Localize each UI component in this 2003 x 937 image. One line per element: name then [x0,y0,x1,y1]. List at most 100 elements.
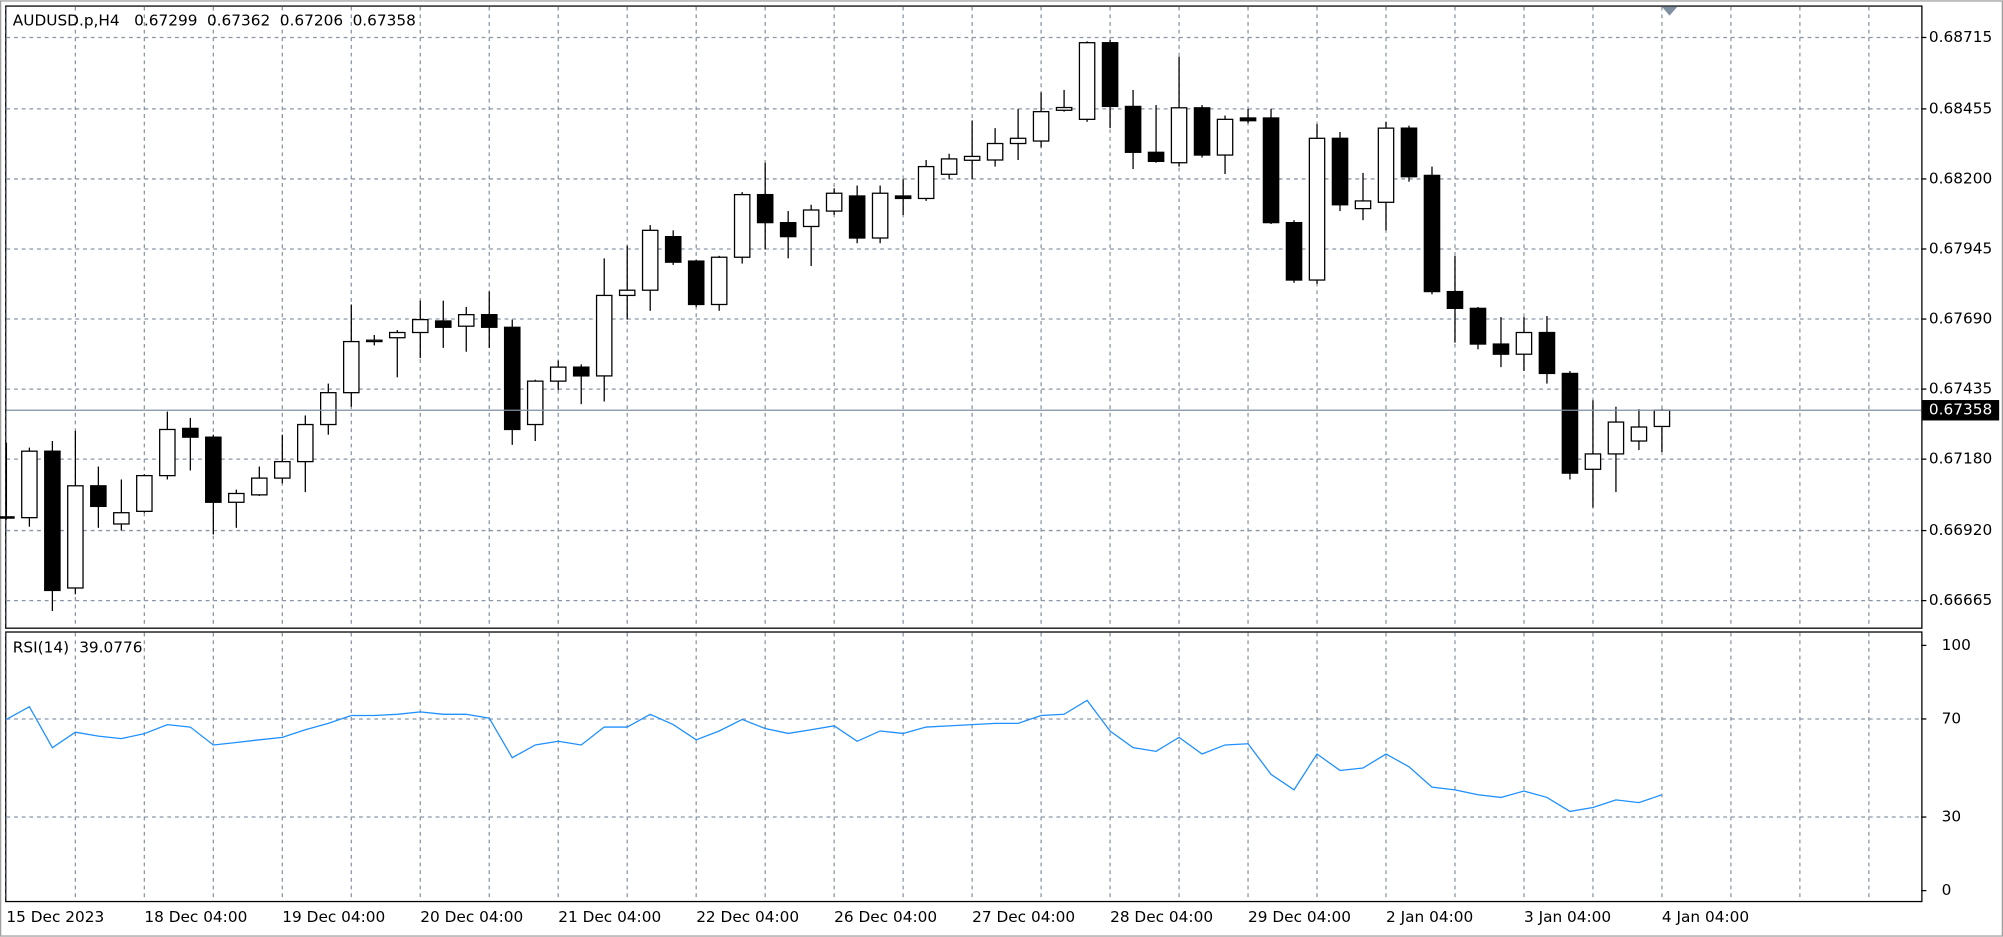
candle-body [894,195,912,200]
candle-body [113,512,130,525]
candle-body [664,235,682,263]
x-tick-label: 27 Dec 04:00 [972,908,1075,926]
x-tick-label: 29 Dec 04:00 [1248,908,1351,926]
candle-body [618,289,636,297]
candle-body [848,195,866,239]
x-tick-label: 18 Dec 04:00 [144,908,247,926]
y-tick-label: 70 [1942,709,1962,727]
candle-body [963,155,981,161]
candle-body [917,165,935,200]
candle-body [411,318,429,334]
candle-body [1584,453,1602,470]
candle-body [1308,137,1326,281]
x-tick-label: 20 Dec 04:00 [420,908,523,926]
candle-body [526,380,544,426]
y-tick-label: 0 [1942,881,1952,899]
y-tick-label: 0.66920 [1929,521,1992,539]
candle-body [1423,174,1441,293]
candle-body [779,221,797,238]
candle-body [1446,290,1464,309]
candle-body [1101,42,1119,108]
candle-body [480,314,498,328]
ohlc-value: 0.67299 [134,11,197,29]
shift-marker [1661,6,1678,16]
candle-body [1193,107,1211,156]
y-tick-label: 0.68715 [1929,28,1992,46]
candle-body [572,366,590,377]
candle-body [1377,127,1395,203]
candle-body [1147,151,1165,163]
ohlc-value: 0.67362 [207,11,270,29]
candle-body [1630,426,1648,442]
candle-body [365,339,383,343]
candle-body [1124,105,1142,153]
current-price-label: 0.67358 [1929,401,1992,419]
candle-body [825,192,843,212]
candle-body [687,260,705,306]
candle-body [251,477,268,496]
candle-body [274,460,291,479]
candle-body [67,485,84,589]
y-tick-label: 0.66665 [1929,591,1992,609]
ohlc-value: 0.67358 [353,11,416,29]
x-tick-label: 22 Dec 04:00 [696,908,799,926]
candle-body [159,428,176,477]
y-tick-label: 0.67690 [1929,310,1992,328]
candle-body [802,209,820,228]
candle-body [940,158,958,175]
indicator-title: RSI(14) [13,638,69,656]
candle-body [1032,111,1050,142]
x-tick-label: 19 Dec 04:00 [282,908,385,926]
candle-body [871,192,889,239]
price-pane [5,5,1923,629]
candle-body [549,366,567,382]
candle-body [182,427,199,438]
ohlc-value: 0.67206 [280,11,343,29]
candle-body [756,193,774,224]
y-tick-label: 0.68200 [1929,169,1992,187]
x-tick-label: 2 Jan 04:00 [1386,908,1473,926]
candle-body [1515,331,1533,355]
candle-body [1492,343,1510,355]
y-tick-label: 0.67180 [1929,450,1992,468]
candle-body [1469,307,1487,345]
x-tick-label: 21 Dec 04:00 [558,908,661,926]
candle-body [136,474,153,512]
candle-body [710,256,728,306]
x-tick-label: 26 Dec 04:00 [834,908,937,926]
candle-body [0,516,15,519]
candle-body [21,450,38,519]
candle-body [1216,118,1234,156]
candle-body [1285,221,1303,281]
y-tick-label: 100 [1942,636,1971,654]
candle-body [1170,107,1188,164]
candle-body [90,485,107,508]
candle-body [1354,200,1372,210]
symbol-title: AUDUSD.p,H4 [13,11,120,29]
x-tick-label: 28 Dec 04:00 [1110,908,1213,926]
x-tick-label: 4 Jan 04:00 [1662,908,1749,926]
candle-body [503,326,521,431]
y-tick-label: 0.67435 [1929,380,1992,398]
current-price-box [1922,400,2000,421]
rsi-line [6,699,1663,813]
x-tick-label: 15 Dec 2023 [6,908,104,926]
candle-body [1009,137,1027,145]
y-tick-label: 0.68455 [1929,99,1992,117]
candle-body [457,314,475,327]
candle-body [1055,106,1073,111]
candle-body [1331,137,1349,206]
candle-body [297,423,314,463]
candle-body [342,340,360,394]
candle-body [319,392,337,426]
x-tick-label: 3 Jan 04:00 [1524,908,1611,926]
candle-body [1078,42,1096,120]
candle-body [44,450,61,592]
candle-body [1239,117,1257,122]
candle-body [228,492,245,503]
candle-body [1561,372,1579,474]
candle-body [1538,331,1556,375]
y-tick-label: 0.67945 [1929,239,1992,257]
